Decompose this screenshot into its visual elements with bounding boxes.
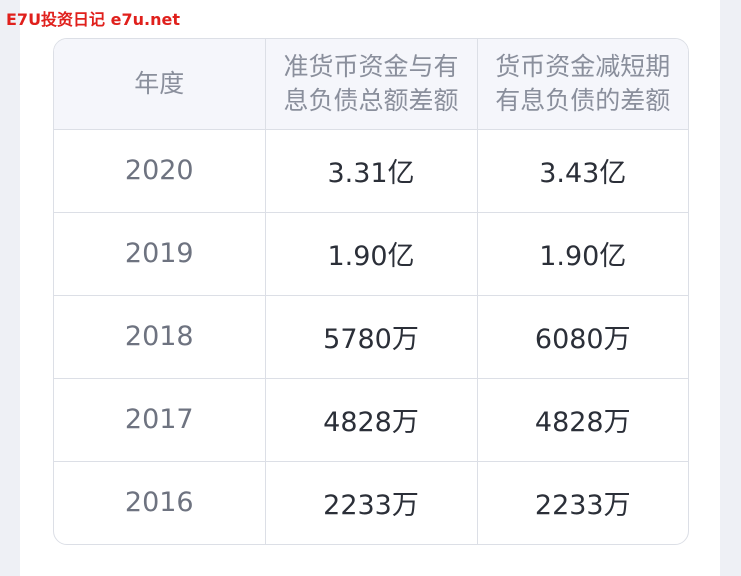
column-header-cash-minus-short-debt: 货币资金减短期有息负债的差额: [477, 39, 688, 130]
quasi-cash-minus-debt-cell: 1.90亿: [265, 212, 478, 296]
table-row: 2017 4828万 4828万: [54, 378, 688, 462]
column-header-year: 年度: [54, 39, 266, 130]
cash-minus-short-debt-cell: 1.90亿: [477, 212, 688, 296]
year-cell: 2020: [54, 129, 266, 213]
data-table: 年度 准货币资金与有息负债总额差额 货币资金减短期有息负债的差额 2020 3.…: [54, 39, 688, 544]
year-cell: 2018: [54, 295, 266, 379]
cash-minus-short-debt-cell: 3.43亿: [477, 129, 688, 213]
quasi-cash-minus-debt-cell: 5780万: [265, 295, 478, 379]
table-row: 2019 1.90亿 1.90亿: [54, 212, 688, 296]
cash-minus-short-debt-cell: 2233万: [534, 490, 631, 522]
column-header-quasi-cash-minus-debt: 准货币资金与有息负债总额差额: [265, 39, 478, 130]
year-cell: 2016: [54, 461, 266, 544]
table-row: 2020 3.31亿 3.43亿: [54, 129, 688, 213]
quasi-cash-minus-debt-cell: 3.31亿: [265, 129, 478, 213]
quasi-cash-minus-debt-cell: 4828万: [265, 378, 478, 462]
cash-minus-short-debt-cell: 4828万: [477, 378, 688, 462]
watermark-text: E7U投资日记 e7u.net: [6, 10, 180, 29]
cash-minus-short-debt-cell: 6080万: [477, 295, 688, 379]
table-header-row: 年度 准货币资金与有息负债总额差额 货币资金减短期有息负债的差额: [54, 39, 688, 130]
table-row: 2016 2233万 2233万: [54, 461, 688, 544]
year-cell: 2019: [54, 212, 266, 296]
quasi-cash-minus-debt-cell: 2233万: [265, 461, 478, 544]
table-row: 2018 5780万 6080万: [54, 295, 688, 379]
year-cell: 2017: [54, 378, 266, 462]
data-table-container: 年度 准货币资金与有息负债总额差额 货币资金减短期有息负债的差额 2020 3.…: [53, 38, 689, 545]
